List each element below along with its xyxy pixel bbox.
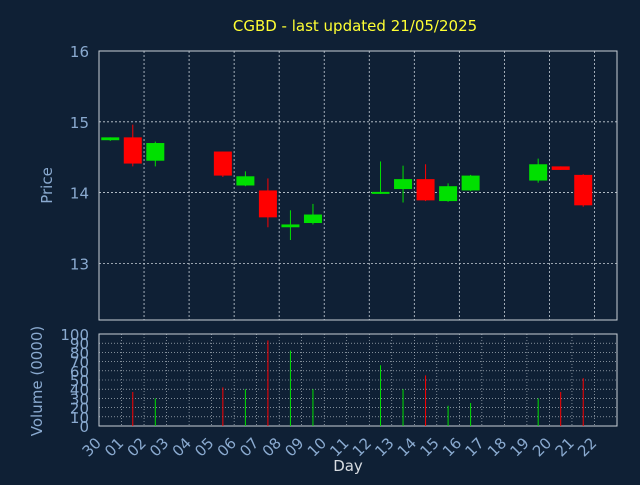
candle-body: [258, 190, 277, 218]
candle-body: [461, 175, 480, 191]
candle-body: [281, 224, 300, 228]
volume-tick-label: 90: [70, 335, 89, 353]
chart-title: CGBD - last updated 21/05/2025: [233, 17, 477, 35]
x-tick-label: 22: [574, 434, 600, 460]
price-panel-frame: [98, 50, 618, 321]
volume-tick-label: 80: [70, 344, 89, 362]
volume-axis-label: Volume (0000): [28, 326, 46, 436]
candle-body: [551, 166, 570, 170]
volume-tick-label: 40: [70, 381, 89, 399]
candle-body: [123, 137, 142, 164]
candle-body: [529, 164, 548, 181]
volume-tick-label: 0: [79, 418, 89, 436]
candle-body: [574, 174, 593, 206]
price-tick-label: 16: [70, 43, 89, 61]
x-axis-label: Day: [333, 457, 363, 475]
volume-tick-label: 60: [70, 363, 89, 381]
candle-body: [236, 176, 255, 186]
volume-tick-label: 100: [60, 326, 89, 344]
volume-tick-label: 30: [70, 390, 89, 408]
candle-body: [439, 186, 458, 202]
candle-body: [303, 214, 322, 224]
price-tick-label: 15: [70, 114, 89, 132]
volume-tick-label: 70: [70, 354, 89, 372]
candle-body: [416, 179, 435, 201]
price-tick-label: 14: [70, 185, 89, 203]
volume-tick-label: 10: [70, 409, 89, 427]
candle-body: [146, 143, 165, 161]
volume-tick-label: 20: [70, 400, 89, 418]
candle-body: [371, 191, 390, 194]
candle-body: [213, 151, 232, 176]
candle-body: [394, 179, 413, 190]
price-axis-label: Price: [38, 167, 56, 204]
price-tick-label: 13: [70, 255, 89, 273]
volume-tick-label: 50: [70, 372, 89, 390]
candle-body: [101, 137, 120, 141]
